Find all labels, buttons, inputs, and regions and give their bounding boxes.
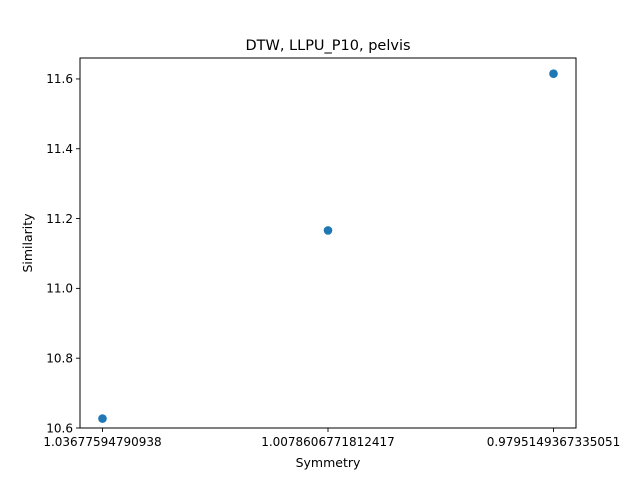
data-point — [323, 226, 333, 235]
y-tick-label: 11.2 — [46, 212, 73, 226]
chart-title: DTW, LLPU_P10, pelvis — [245, 38, 410, 54]
y-tick-label: 11.6 — [46, 72, 73, 86]
x-axis-label: Symmetry — [296, 455, 361, 470]
y-tick-label: 11.4 — [46, 142, 73, 156]
y-tick-label: 11.0 — [46, 282, 73, 296]
x-axis-ticks: 1.03677594790938 1.0078606771812417 0.9795… — [43, 428, 620, 449]
data-point — [98, 414, 107, 423]
data-point — [549, 69, 558, 79]
x-tick-label: 1.0078606771812417 — [261, 435, 395, 449]
y-axis-ticks: 10.6 10.8 11.0 11.2 11.4 11.6 — [46, 72, 80, 435]
y-axis-label: Similarity — [20, 213, 35, 273]
y-tick-label: 10.6 — [46, 421, 73, 435]
x-tick-label: 1.03677594790938 — [43, 435, 161, 449]
y-tick-label: 10.8 — [46, 351, 73, 365]
plot-background — [80, 58, 576, 428]
plot-marks — [98, 69, 558, 423]
x-tick-label: 0.9795149367335051 — [487, 435, 621, 449]
